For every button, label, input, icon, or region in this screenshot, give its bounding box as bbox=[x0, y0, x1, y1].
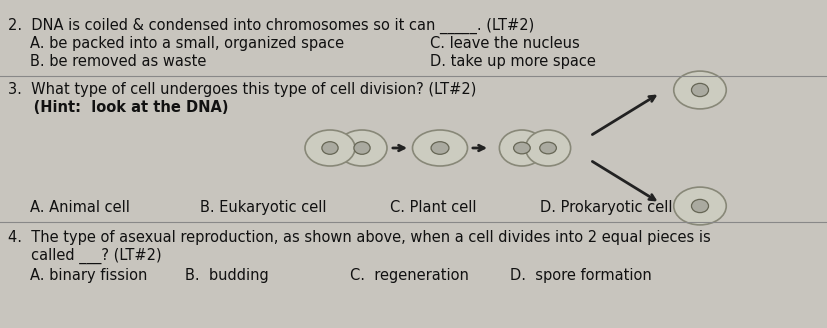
Ellipse shape bbox=[691, 199, 708, 213]
Ellipse shape bbox=[691, 83, 708, 97]
Text: B.  budding: B. budding bbox=[184, 268, 269, 283]
Ellipse shape bbox=[499, 130, 544, 166]
Ellipse shape bbox=[431, 142, 448, 154]
Ellipse shape bbox=[513, 142, 529, 154]
Text: A. be packed into a small, organized space: A. be packed into a small, organized spa… bbox=[30, 36, 344, 51]
Text: C. leave the nucleus: C. leave the nucleus bbox=[429, 36, 579, 51]
Ellipse shape bbox=[539, 142, 556, 154]
Text: D. take up more space: D. take up more space bbox=[429, 54, 595, 69]
Text: D. Prokaryotic cell: D. Prokaryotic cell bbox=[539, 200, 672, 215]
Text: D.  spore formation: D. spore formation bbox=[509, 268, 651, 283]
Text: B. Eukaryotic cell: B. Eukaryotic cell bbox=[200, 200, 326, 215]
Ellipse shape bbox=[673, 187, 725, 225]
Ellipse shape bbox=[525, 130, 570, 166]
Text: A. binary fission: A. binary fission bbox=[30, 268, 147, 283]
Text: C.  regeneration: C. regeneration bbox=[350, 268, 468, 283]
Ellipse shape bbox=[412, 130, 467, 166]
Ellipse shape bbox=[322, 142, 337, 154]
Text: 4.  The type of asexual reproduction, as shown above, when a cell divides into 2: 4. The type of asexual reproduction, as … bbox=[8, 230, 710, 245]
Ellipse shape bbox=[337, 130, 386, 166]
Text: C. Plant cell: C. Plant cell bbox=[390, 200, 476, 215]
Text: 2.  DNA is coiled & condensed into chromosomes so it can _____. (LT#2): 2. DNA is coiled & condensed into chromo… bbox=[8, 18, 533, 34]
Ellipse shape bbox=[304, 130, 355, 166]
Ellipse shape bbox=[353, 142, 370, 154]
Ellipse shape bbox=[673, 71, 725, 109]
Text: called ___? (LT#2): called ___? (LT#2) bbox=[8, 248, 161, 264]
Text: 3.  What type of cell undergoes this type of cell division? (LT#2): 3. What type of cell undergoes this type… bbox=[8, 82, 476, 97]
Text: (Hint:  look at the DNA): (Hint: look at the DNA) bbox=[8, 100, 228, 115]
Text: A. Animal cell: A. Animal cell bbox=[30, 200, 130, 215]
Text: B. be removed as waste: B. be removed as waste bbox=[30, 54, 206, 69]
